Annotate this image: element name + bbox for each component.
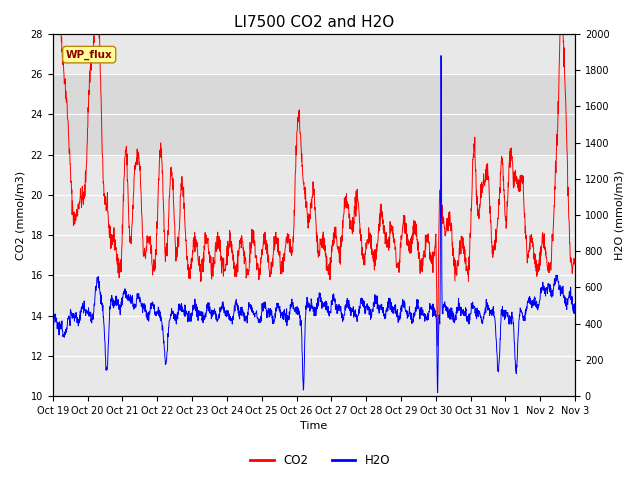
Y-axis label: H2O (mmol/m3): H2O (mmol/m3) (615, 170, 625, 260)
Y-axis label: CO2 (mmol/m3): CO2 (mmol/m3) (15, 170, 25, 260)
Legend: CO2, H2O: CO2, H2O (245, 449, 395, 472)
Title: LI7500 CO2 and H2O: LI7500 CO2 and H2O (234, 15, 394, 30)
Bar (52, 74, 575, 155)
Text: WP_flux: WP_flux (66, 49, 113, 60)
X-axis label: Time: Time (300, 421, 328, 432)
